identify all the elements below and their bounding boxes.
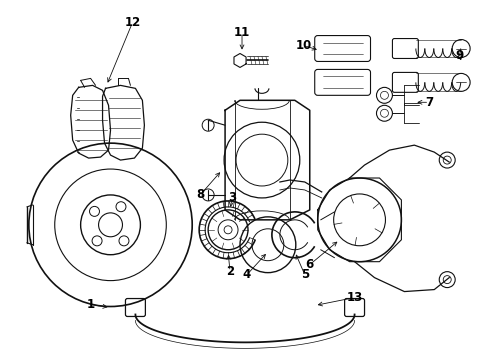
Text: 3: 3 [228, 192, 236, 204]
Text: 11: 11 [234, 26, 250, 39]
Text: 4: 4 [243, 268, 251, 281]
Text: 12: 12 [124, 16, 141, 29]
Text: 1: 1 [87, 298, 95, 311]
FancyBboxPatch shape [392, 39, 418, 58]
Text: 2: 2 [226, 265, 234, 278]
Text: 9: 9 [455, 49, 464, 62]
Text: 8: 8 [196, 188, 204, 202]
FancyBboxPatch shape [315, 69, 370, 95]
Text: 13: 13 [346, 291, 363, 304]
Text: 5: 5 [301, 268, 309, 281]
Text: 6: 6 [306, 258, 314, 271]
FancyBboxPatch shape [315, 36, 370, 62]
FancyBboxPatch shape [392, 72, 418, 92]
Text: 7: 7 [425, 96, 433, 109]
Text: 10: 10 [295, 39, 312, 52]
FancyBboxPatch shape [344, 298, 365, 316]
FancyBboxPatch shape [125, 298, 146, 316]
